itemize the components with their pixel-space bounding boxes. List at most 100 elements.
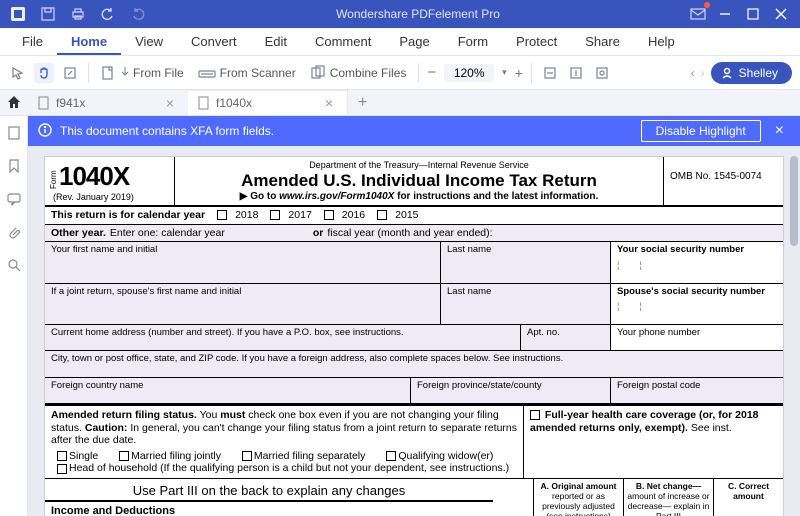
col-c-head: C. Correct amount (728, 481, 769, 501)
zoom-input[interactable] (444, 64, 494, 82)
menu-convert[interactable]: Convert (177, 30, 251, 55)
phone-label: Your phone number (617, 327, 700, 338)
income-deductions-heading: Income and Deductions (51, 505, 175, 516)
menu-view[interactable]: View (121, 30, 177, 55)
prev-icon[interactable]: ‹ (691, 66, 695, 80)
thumbnails-icon[interactable] (7, 126, 21, 145)
search-icon[interactable] (7, 258, 21, 277)
fit-width-icon[interactable] (540, 63, 560, 83)
menu-help[interactable]: Help (634, 30, 689, 55)
home-tab-icon[interactable] (6, 94, 22, 113)
close-button[interactable] (770, 3, 792, 25)
amend-heading: Amended return filing status. (51, 409, 197, 421)
fit-page-icon[interactable] (566, 63, 586, 83)
from-scanner-button[interactable]: From Scanner (194, 66, 300, 80)
menu-comment[interactable]: Comment (301, 30, 385, 55)
menu-home[interactable]: Home (57, 30, 121, 55)
tab-close-icon[interactable]: × (321, 95, 337, 111)
omb-number: OMB No. 1545-0074 (663, 157, 783, 205)
address-label: Current home address (number and street)… (51, 327, 404, 338)
edit-tool-icon[interactable] (60, 63, 80, 83)
hand-tool-icon[interactable] (34, 63, 54, 83)
zoom-in-button[interactable]: + (515, 65, 523, 81)
part3-line: Use Part III on the back to explain any … (45, 478, 493, 501)
form-label: Form (49, 170, 59, 189)
toolbar: From File From Scanner Combine Files − ▾… (0, 56, 800, 90)
combine-files-button[interactable]: Combine Files (306, 65, 411, 81)
minimize-button[interactable] (714, 3, 736, 25)
year-checkbox[interactable] (270, 210, 280, 220)
next-icon[interactable]: › (701, 66, 705, 80)
spouse-ssn-label: Spouse's social security number (617, 286, 765, 297)
col-b-head: B. Net change— (636, 481, 701, 491)
banner-close-icon[interactable]: × (769, 122, 790, 140)
status-checkbox[interactable] (57, 451, 67, 461)
status-checkbox[interactable] (119, 451, 129, 461)
apt-label: Apt. no. (527, 327, 560, 338)
actual-size-icon[interactable] (592, 63, 612, 83)
comments-icon[interactable] (7, 192, 21, 211)
app-title: Wondershare PDFelement Pro (148, 7, 688, 21)
tab-bar: f941x × f1040x × + (0, 90, 800, 116)
menu-edit[interactable]: Edit (251, 30, 301, 55)
other-year-label: Other year. (51, 227, 106, 240)
vertical-scrollbar[interactable] (790, 156, 798, 246)
goto-line: ▶ Go to www.irs.gov/Form1040X for instru… (181, 191, 657, 203)
print-icon[interactable] (68, 4, 88, 24)
side-panel (0, 116, 28, 516)
redo-icon[interactable] (128, 4, 148, 24)
menu-bar: File Home View Convert Edit Comment Page… (0, 28, 800, 56)
menu-share[interactable]: Share (571, 30, 634, 55)
xfa-banner: This document contains XFA form fields. … (28, 116, 800, 146)
save-icon[interactable] (38, 4, 58, 24)
from-scanner-label: From Scanner (220, 66, 296, 80)
file-tab[interactable]: f1040x × (188, 90, 348, 115)
user-name: Shelley (739, 66, 778, 80)
undo-icon[interactable] (98, 4, 118, 24)
from-file-label: From File (133, 66, 184, 80)
status-checkbox[interactable] (242, 451, 252, 461)
menu-page[interactable]: Page (385, 30, 443, 55)
form-title: Amended U.S. Individual Income Tax Retur… (181, 171, 657, 191)
add-tab-button[interactable]: + (348, 94, 377, 112)
combine-label: Combine Files (330, 66, 407, 80)
city-label: City, town or post office, state, and ZI… (51, 353, 563, 364)
app-logo-icon (8, 4, 28, 24)
zoom-out-button[interactable]: − (427, 64, 436, 81)
document-page: Form 1040X (Rev. January 2019) Departmen… (44, 156, 784, 516)
attachments-icon[interactable] (7, 225, 21, 244)
last-name-label-2: Last name (447, 286, 491, 297)
tab-label: f1040x (216, 96, 315, 110)
status-checkbox[interactable] (386, 451, 396, 461)
mail-icon[interactable] (688, 4, 708, 24)
foreign-country-label: Foreign country name (51, 380, 143, 391)
menu-form[interactable]: Form (444, 30, 502, 55)
last-name-label: Last name (447, 244, 491, 255)
health-checkbox[interactable] (530, 410, 540, 420)
info-icon (38, 123, 52, 140)
bookmarks-icon[interactable] (7, 159, 21, 178)
form-revision: (Rev. January 2019) (53, 192, 168, 203)
menu-protect[interactable]: Protect (502, 30, 571, 55)
year-checkbox[interactable] (217, 210, 227, 220)
zoom-dropdown-icon[interactable]: ▾ (502, 67, 507, 78)
file-tab[interactable]: f941x × (28, 90, 188, 115)
from-file-button[interactable]: From File (97, 65, 188, 81)
dept-line: Department of the Treasury—Internal Reve… (181, 160, 657, 171)
tab-label: f941x (56, 96, 156, 110)
year-checkbox[interactable] (377, 210, 387, 220)
first-name-label: Your first name and initial (51, 244, 157, 255)
cal-year-label: This return is for calendar year (51, 209, 205, 222)
disable-highlight-button[interactable]: Disable Highlight (641, 120, 761, 142)
user-pill[interactable]: Shelley (711, 62, 792, 84)
menu-file[interactable]: File (8, 30, 57, 55)
select-tool-icon[interactable] (8, 63, 28, 83)
col-a-head: A. Original amount (540, 481, 616, 491)
maximize-button[interactable] (742, 3, 764, 25)
form-number: 1040X (59, 161, 168, 192)
ssn-label: Your social security number (617, 244, 744, 255)
year-checkbox[interactable] (324, 210, 334, 220)
tab-close-icon[interactable]: × (162, 95, 178, 111)
spouse-first-name-label: If a joint return, spouse's first name a… (51, 286, 241, 297)
status-checkbox[interactable] (57, 464, 67, 474)
